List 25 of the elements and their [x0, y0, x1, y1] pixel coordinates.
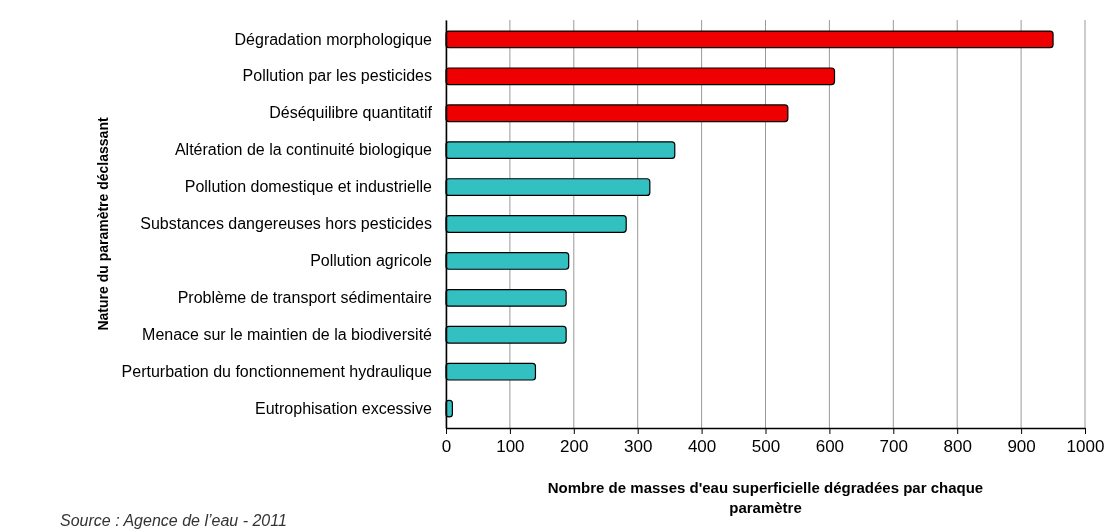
x-tick-label: 0 [441, 437, 452, 457]
x-tick-label: 500 [751, 437, 781, 457]
x-tick-label: 800 [943, 437, 972, 457]
x-tick-label: 1000 [1066, 437, 1105, 457]
y-tick-label: Eutrophisation excessive [255, 399, 433, 417]
y-tick-label: Pollution domestique et industrielle [184, 178, 433, 196]
x-tick-label: 100 [496, 437, 525, 457]
x-tick-label: 900 [1007, 437, 1036, 457]
y-tick-label: Pollution agricole [310, 252, 433, 270]
x-tick-label: 600 [815, 437, 845, 457]
y-tick-label: Dégradation morphologique [234, 30, 433, 48]
x-tick-label: 400 [687, 437, 717, 457]
y-tick-label: Pollution par les pesticides [242, 67, 432, 85]
x-tick-label: 700 [879, 437, 908, 457]
y-tick-label: Altération de la continuité biologique [174, 141, 433, 159]
x-tick-label: 200 [560, 437, 589, 457]
y-tick-label: Problème de transport sédimentaire [177, 288, 433, 306]
y-tick-label: Perturbation du fonctionnement hydraulique [121, 362, 433, 380]
source-note: Source : Agence de l’eau - 2011 [60, 512, 287, 529]
x-tick-label: 300 [624, 437, 653, 457]
y-tick-label: Substances dangereuses hors pesticides [140, 215, 432, 233]
y-tick-label: Déséquilibre quantitatif [269, 104, 433, 122]
x-axis-title: Nombre de masses d'eau superficielle dégradées par chaque paramètre [546, 478, 985, 518]
y-axis-title: Nature du paramètre déclassant [94, 117, 111, 331]
y-tick-label: Menace sur le maintien de la biodiversité [142, 325, 433, 343]
